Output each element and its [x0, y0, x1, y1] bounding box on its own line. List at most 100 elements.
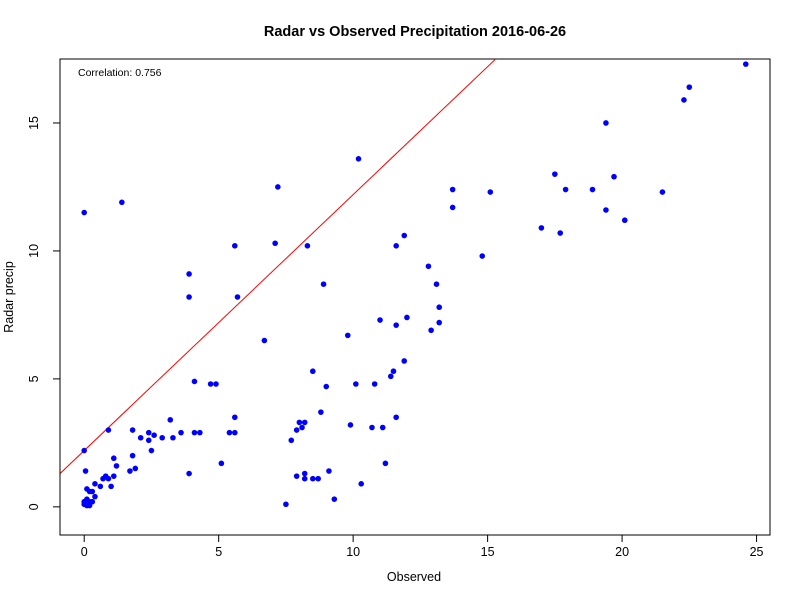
- data-point: [681, 97, 687, 103]
- data-point: [92, 481, 98, 487]
- data-point: [428, 327, 434, 334]
- data-point: [379, 424, 386, 431]
- data-point: [301, 419, 308, 426]
- data-point: [129, 452, 136, 459]
- data-point: [449, 186, 456, 193]
- data-point: [191, 378, 198, 385]
- data-point: [318, 409, 324, 415]
- data-point: [382, 460, 389, 467]
- data-point: [82, 468, 89, 474]
- data-point: [234, 294, 241, 300]
- data-point: [621, 217, 628, 224]
- data-point: [232, 429, 238, 436]
- data-point: [218, 460, 225, 467]
- data-point: [538, 225, 545, 231]
- data-point: [167, 417, 174, 423]
- data-point: [301, 470, 308, 477]
- data-point: [326, 468, 332, 474]
- data-point: [213, 381, 219, 387]
- data-point: [387, 373, 394, 380]
- data-point: [232, 414, 238, 421]
- data-point: [97, 483, 104, 490]
- y-tick-label: 10: [27, 244, 41, 258]
- data-point: [353, 381, 359, 387]
- y-axis-label: Radar precip: [2, 261, 16, 333]
- data-point: [371, 381, 378, 387]
- data-point: [151, 432, 157, 438]
- data-point: [436, 319, 443, 326]
- data-point: [178, 429, 184, 436]
- data-point: [226, 429, 233, 436]
- data-point: [127, 468, 133, 474]
- x-axis-label: Observed: [387, 570, 441, 584]
- data-point: [347, 422, 354, 428]
- data-point: [320, 281, 327, 288]
- data-point: [197, 429, 203, 436]
- data-point: [611, 173, 617, 180]
- data-point: [589, 186, 596, 193]
- data-point: [275, 184, 281, 190]
- data-point: [186, 470, 192, 477]
- data-point: [315, 475, 321, 482]
- data-point: [159, 434, 165, 441]
- data-point: [293, 473, 300, 479]
- reference-line: [60, 59, 497, 474]
- y-tick-label: 0: [27, 503, 41, 510]
- data-point: [148, 447, 155, 454]
- data-point: [110, 455, 117, 462]
- x-tick-label: 15: [481, 545, 495, 559]
- data-point: [283, 501, 289, 508]
- data-point: [603, 207, 609, 213]
- data-point: [686, 84, 693, 90]
- data-point: [404, 314, 410, 321]
- data-point: [401, 358, 408, 364]
- correlation-annotation: Correlation: 0.756: [78, 67, 162, 79]
- data-point: [659, 189, 666, 195]
- data-point: [137, 434, 144, 441]
- data-point: [310, 475, 316, 482]
- data-point: [105, 427, 112, 433]
- data-point: [145, 429, 152, 436]
- data-point: [207, 381, 214, 387]
- data-point: [84, 486, 90, 492]
- data-point: [552, 171, 558, 177]
- data-point: [293, 427, 300, 433]
- data-point: [81, 209, 88, 216]
- data-point: [261, 337, 268, 344]
- data-point: [186, 271, 192, 277]
- data-point: [390, 368, 397, 375]
- data-point: [296, 419, 303, 426]
- data-point: [742, 61, 749, 67]
- data-point: [145, 437, 152, 444]
- data-point: [232, 243, 238, 249]
- data-point: [105, 475, 112, 482]
- data-point: [304, 243, 311, 249]
- y-tick-label: 5: [27, 375, 41, 382]
- data-point: [425, 263, 432, 270]
- data-point: [449, 204, 456, 211]
- data-point: [186, 294, 192, 300]
- data-point: [562, 186, 569, 193]
- data-point: [92, 493, 98, 500]
- chart-title: Radar vs Observed Precipitation 2016-06-…: [264, 24, 566, 40]
- data-point: [603, 120, 609, 126]
- data-point: [301, 475, 308, 482]
- x-tick-label: 10: [346, 545, 360, 559]
- x-tick-label: 0: [81, 545, 88, 559]
- y-tick-label: 15: [27, 116, 41, 130]
- data-point: [557, 230, 564, 236]
- data-point: [129, 427, 136, 433]
- plot-frame: [59, 58, 771, 536]
- data-point: [108, 483, 114, 490]
- data-point: [132, 465, 139, 472]
- data-point: [288, 437, 295, 444]
- data-point: [86, 502, 93, 509]
- x-tick-label: 20: [615, 545, 629, 559]
- data-point: [310, 368, 316, 375]
- data-point: [433, 281, 440, 288]
- data-point: [377, 317, 383, 323]
- data-point: [436, 304, 443, 311]
- x-tick-label: 25: [750, 545, 764, 559]
- data-point: [113, 463, 120, 469]
- data-point: [358, 481, 365, 487]
